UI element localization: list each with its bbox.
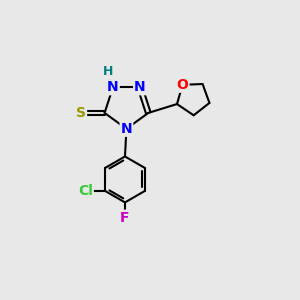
Text: F: F: [120, 211, 130, 225]
Text: N: N: [121, 122, 132, 136]
Text: Cl: Cl: [78, 184, 93, 198]
Text: H: H: [103, 65, 113, 78]
Text: N: N: [134, 80, 146, 94]
Text: S: S: [76, 106, 86, 120]
Text: N: N: [107, 80, 119, 94]
Text: O: O: [177, 78, 188, 92]
